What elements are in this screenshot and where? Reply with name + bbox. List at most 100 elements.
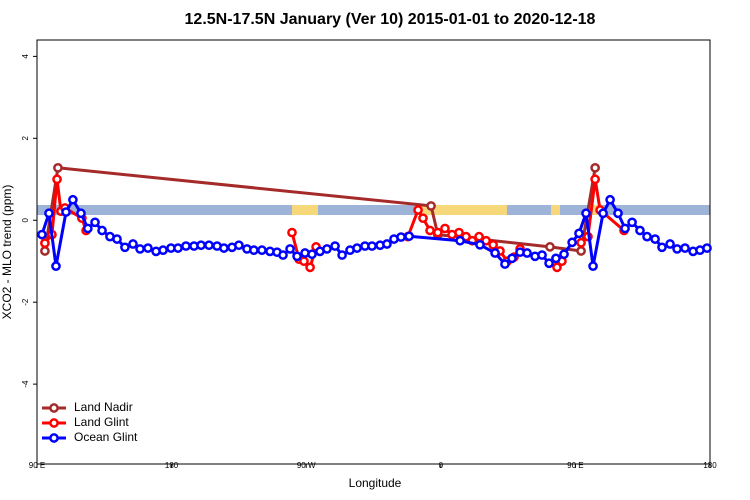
legend-marker [49, 418, 59, 428]
data-point [285, 244, 295, 254]
data-point [551, 253, 561, 264]
data-point [40, 238, 50, 249]
data-point [112, 234, 122, 244]
x-tick-label: 90 E [29, 461, 45, 470]
y-tick-label: 0 [21, 217, 30, 222]
data-point [61, 207, 71, 217]
data-point [418, 213, 428, 224]
x-tick-label: 0 [439, 461, 444, 470]
data-point [559, 249, 569, 260]
data-point [330, 241, 340, 251]
data-point [537, 250, 547, 260]
y-tick-label: -2 [21, 298, 30, 306]
x-tick-label: 90 E [567, 461, 583, 470]
data-point [51, 261, 61, 271]
data-point [680, 243, 690, 253]
data-point [37, 229, 47, 240]
legend-marker [49, 403, 59, 413]
data-point [53, 162, 63, 173]
data-point [432, 227, 443, 238]
data-point [292, 251, 302, 262]
data-point [76, 208, 86, 219]
data-point [500, 259, 510, 269]
data-point [576, 246, 586, 256]
data-point [158, 245, 168, 256]
data-point [672, 244, 682, 254]
data-point [426, 201, 436, 211]
data-point [299, 256, 309, 267]
data-point [143, 243, 153, 253]
data-point [173, 243, 183, 253]
data-point [657, 242, 667, 253]
data-point [488, 239, 498, 250]
data-point [598, 208, 608, 219]
data-point [204, 240, 214, 251]
y-tick-label: 4 [21, 54, 30, 59]
data-point [522, 248, 532, 258]
data-point [404, 231, 414, 242]
legend-label: Land Nadir [74, 400, 133, 414]
data-point [97, 225, 107, 236]
data-point [413, 205, 423, 215]
data-point [337, 250, 347, 260]
data-point [82, 223, 93, 234]
data-point [590, 162, 600, 173]
data-point [219, 243, 229, 253]
data-point [234, 240, 244, 251]
surface-band [37, 205, 710, 215]
data-point [367, 241, 377, 251]
data-point [68, 194, 78, 205]
data-point [627, 217, 637, 228]
legend-label: Ocean Glint [74, 430, 138, 444]
data-point [605, 194, 615, 205]
data-point [588, 261, 598, 271]
data-point [590, 174, 600, 185]
y-tick-label: -4 [21, 380, 30, 388]
data-point [287, 227, 297, 238]
data-point [307, 249, 317, 260]
y-axis-label: XCO2 - MLO trend (ppm) [0, 185, 14, 320]
data-point [257, 245, 267, 256]
data-point [44, 208, 54, 219]
data-point [544, 258, 554, 269]
data-point [475, 239, 485, 250]
x-tick-label: 180 [703, 461, 717, 470]
data-point [574, 228, 584, 239]
data-point [382, 239, 392, 249]
plot-frame [36, 39, 711, 465]
data-point [635, 225, 645, 236]
data-point [196, 240, 206, 251]
data-point [507, 253, 517, 264]
y-tick-label: 2 [21, 136, 30, 141]
data-point [181, 241, 191, 251]
legend-label: Land Glint [74, 415, 129, 429]
data-point [455, 235, 465, 246]
data-point [665, 239, 675, 249]
data-point [613, 208, 623, 219]
data-point [490, 248, 500, 258]
x-tick-label: 90 W [297, 461, 316, 470]
data-point [567, 237, 577, 248]
data-point [650, 234, 660, 244]
data-point [352, 243, 362, 253]
data-point [425, 225, 435, 236]
data-point [52, 174, 62, 185]
data-point [249, 245, 259, 256]
data-point [545, 242, 555, 252]
data-point [702, 243, 712, 253]
data-point [322, 244, 332, 254]
legend-marker [49, 433, 59, 443]
data-point [40, 246, 50, 256]
data-point [128, 239, 138, 249]
chart-title: 12.5N-17.5N January (Ver 10) 2015-01-01 … [185, 11, 596, 28]
data-point [278, 250, 288, 260]
data-point [642, 231, 652, 242]
data-point [90, 217, 100, 228]
data-point [552, 262, 562, 273]
data-point [396, 232, 406, 242]
data-point [440, 223, 450, 234]
data-point [620, 223, 630, 234]
x-tick-label: 180 [165, 461, 179, 470]
data-point [305, 262, 315, 273]
